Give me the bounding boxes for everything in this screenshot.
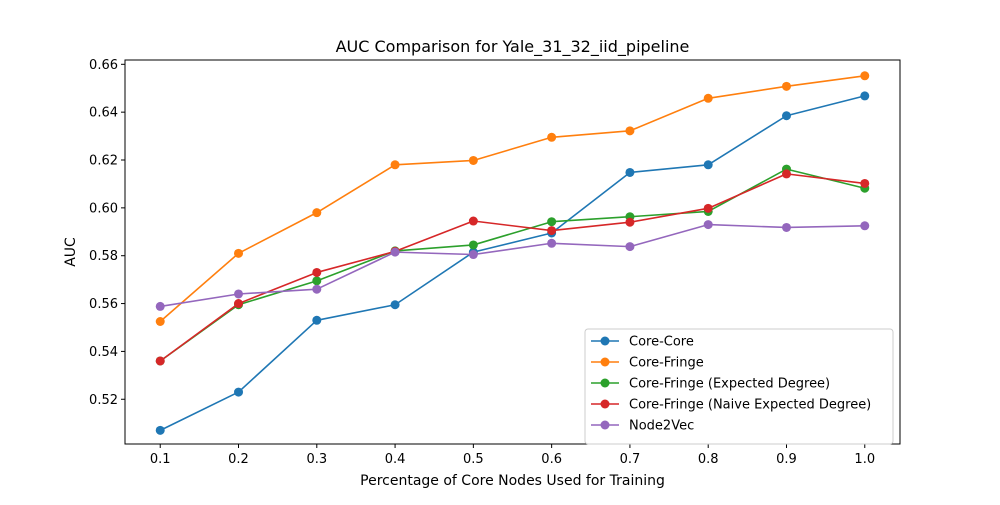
data-point <box>860 178 870 188</box>
data-point <box>781 81 791 91</box>
data-point <box>390 160 400 170</box>
data-point <box>860 91 870 101</box>
series-line <box>159 74 865 323</box>
plot-area <box>155 71 870 435</box>
legend-marker <box>600 378 610 388</box>
x-tick-label: 0.6 <box>541 452 562 467</box>
legend-box <box>584 328 894 445</box>
data-point <box>547 238 557 248</box>
y-tick-label: 0.56 <box>89 297 118 312</box>
data-point <box>625 167 635 177</box>
x-tick-label: 1.0 <box>854 452 875 467</box>
x-axis-label: Percentage of Core Nodes Used for Traini… <box>360 473 665 489</box>
data-point <box>781 111 791 121</box>
x-tick-label: 0.5 <box>463 452 484 467</box>
y-tick-label: 0.64 <box>89 106 118 121</box>
data-point <box>625 217 635 227</box>
series-group <box>155 71 870 327</box>
data-point <box>468 155 478 165</box>
x-tick-label: 0.9 <box>776 452 797 467</box>
legend: Core-Core Core-Fringe Core-Fringe (Expecte… <box>584 328 894 445</box>
legend-label: Core-Fringe (Naive Expected Degree) <box>629 398 871 413</box>
data-point <box>155 301 165 311</box>
x-tick-label: 0.4 <box>385 452 406 467</box>
data-point <box>155 317 165 327</box>
series-line <box>159 95 865 432</box>
data-point <box>312 208 322 218</box>
data-point <box>390 300 400 310</box>
series-line <box>160 223 865 308</box>
data-point <box>781 169 791 179</box>
axes-frame <box>124 59 901 445</box>
legend-marker <box>600 420 610 430</box>
data-point <box>547 132 557 142</box>
y-tick-label: 0.58 <box>89 249 118 264</box>
data-point <box>703 160 713 170</box>
data-point <box>234 248 244 258</box>
y-tick-label: 0.52 <box>89 393 118 408</box>
x-tick-label: 0.7 <box>620 452 641 467</box>
y-tick-label: 0.60 <box>89 201 118 216</box>
data-point <box>547 226 557 236</box>
y-axis: 0.52 0.54 0.56 0.58 0.60 0.62 0.64 0.66 <box>89 58 125 408</box>
data-point <box>703 93 713 103</box>
legend-label: Node2Vec <box>629 419 694 434</box>
y-tick-label: 0.62 <box>89 154 118 169</box>
y-tick-label: 0.54 <box>89 345 118 360</box>
data-point <box>703 203 713 213</box>
data-point <box>468 216 478 226</box>
data-point <box>312 315 322 325</box>
x-tick-label: 0.3 <box>306 452 327 467</box>
y-tick-label: 0.66 <box>89 58 118 73</box>
legend-marker <box>600 336 610 346</box>
data-point <box>625 242 635 252</box>
legend-marker <box>600 357 610 367</box>
data-point <box>312 276 322 286</box>
data-point <box>312 284 322 294</box>
data-point <box>547 217 557 227</box>
data-point <box>234 387 244 397</box>
data-point <box>234 299 244 309</box>
data-point <box>860 71 870 81</box>
chart-title: AUC Comparison for Yale_31_32_iid_pipeli… <box>336 37 690 57</box>
data-point <box>234 289 244 299</box>
x-tick-label: 0.1 <box>150 452 171 467</box>
data-point <box>390 247 400 257</box>
legend-label: Core-Fringe <box>629 356 704 371</box>
series-group <box>155 169 870 366</box>
series-group <box>155 220 870 311</box>
data-point <box>703 220 713 230</box>
data-point <box>312 267 322 277</box>
x-tick-label: 0.8 <box>698 452 719 467</box>
data-point <box>468 240 478 250</box>
legend-marker <box>600 399 610 409</box>
data-point <box>860 221 870 231</box>
series-line <box>159 173 865 362</box>
data-point <box>468 250 478 260</box>
y-axis-label: AUC <box>63 237 79 267</box>
data-point <box>155 356 165 366</box>
data-point <box>781 222 791 232</box>
legend-label: Core-Fringe (Expected Degree) <box>629 377 830 392</box>
legend-label: Core-Core <box>629 335 694 350</box>
data-point <box>155 425 165 435</box>
data-point <box>625 126 635 136</box>
x-tick-label: 0.2 <box>228 452 249 467</box>
x-axis: 0.1 0.2 0.3 0.4 0.5 0.6 0.7 0.8 0.9 1.0 <box>150 444 875 467</box>
